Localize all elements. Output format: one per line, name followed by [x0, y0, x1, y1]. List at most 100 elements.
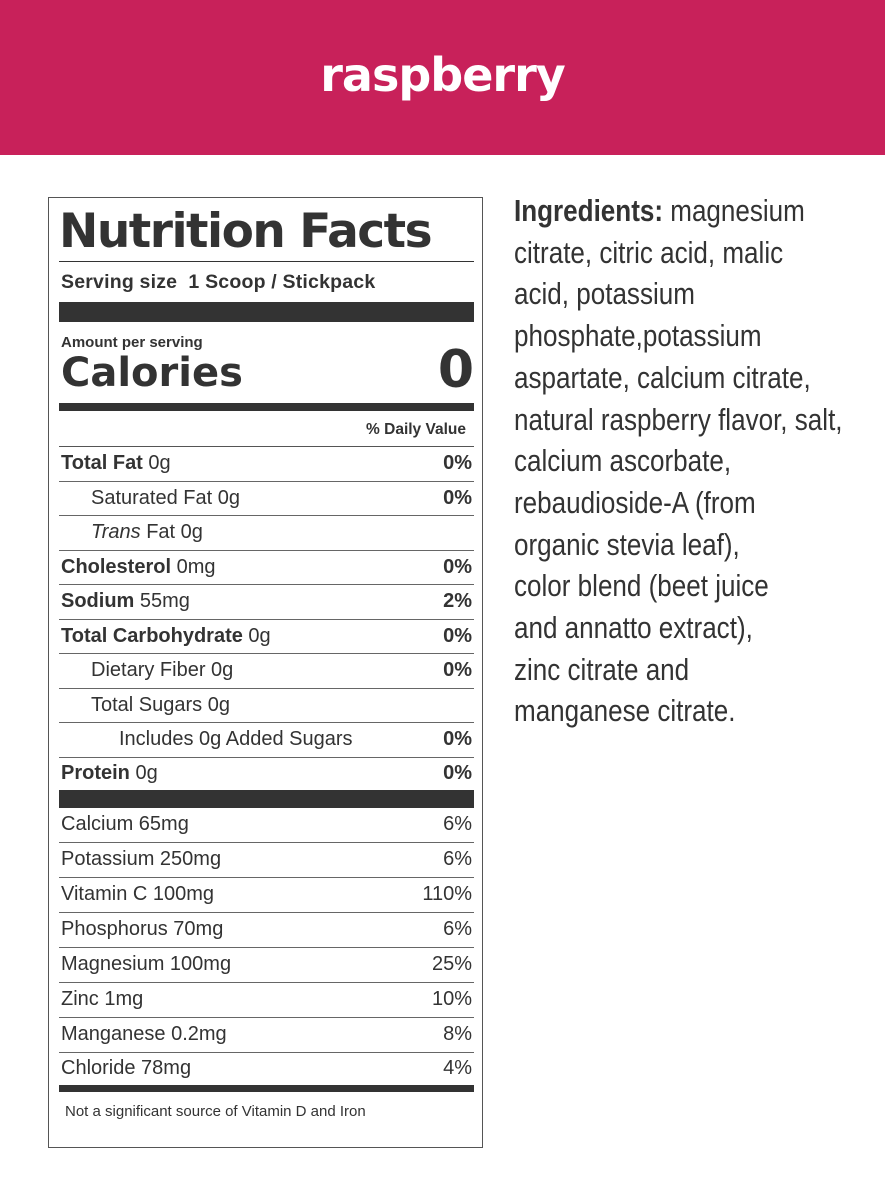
nutrient-label: Total Fat 0g — [61, 452, 171, 475]
nutrient-label: Includes 0g Added Sugars — [61, 728, 353, 751]
nutrient-row: Total Sugars 0g — [59, 689, 474, 723]
ingredients-line: calcium ascorbate, — [514, 440, 867, 482]
nutrient-row: Sodium 55mg 2% — [59, 585, 474, 620]
ingredients-line: zinc citrate and — [514, 649, 867, 691]
mineral-name: Magnesium 100mg — [61, 953, 232, 975]
mineral-name: Calcium 65mg — [61, 813, 189, 835]
nutrient-name: Total Carbohydrate — [61, 624, 243, 647]
nutrient-label: Trans Fat 0g — [61, 521, 203, 544]
mineral-daily-value: 6% — [443, 813, 472, 835]
nutrient-amount: 55mg — [134, 590, 190, 613]
nutrient-row: Saturated Fat 0g 0% — [59, 482, 474, 516]
ingredients-line: organic stevia leaf), — [514, 524, 867, 566]
nutrient-daily-value: 0% — [443, 728, 472, 751]
label-title: Nutrition Facts — [59, 198, 474, 262]
divider-small — [59, 1084, 474, 1092]
ingredients-text: and annatto extract), — [514, 610, 753, 646]
flavor-title: raspberry — [320, 47, 566, 102]
nutrient-row: Total Carbohydrate 0g 0% — [59, 620, 474, 654]
mineral-list: Calcium 65mg 6% Potassium 250mg 6% Vitamin C… — [59, 808, 474, 1085]
nutrient-daily-value: 0% — [443, 762, 472, 784]
ingredients-line: citrate, citric acid, malic — [514, 232, 867, 274]
mineral-row: Potassium 250mg 6% — [59, 843, 474, 878]
nutrient-label: Sodium 55mg — [61, 590, 190, 613]
ingredients-line: color blend (beet juice — [514, 565, 867, 607]
mineral-name: Manganese 0.2mg — [61, 1023, 227, 1045]
daily-value-header: % Daily Value — [59, 411, 474, 447]
nutrient-name: Sodium — [61, 590, 135, 613]
mineral-row: Calcium 65mg 6% — [59, 808, 474, 843]
nutrient-row: Protein 0g 0% — [59, 758, 474, 790]
nutrient-daily-value: 0% — [443, 452, 472, 475]
ingredients-text: calcium ascorbate, — [514, 443, 732, 479]
mineral-daily-value: 110% — [422, 883, 472, 905]
nutrient-daily-value: 0% — [443, 659, 472, 682]
divider-medium — [59, 403, 474, 411]
nutrient-label: Total Carbohydrate 0g — [61, 625, 271, 648]
ingredients-text: zinc citrate and — [514, 651, 690, 687]
nutrient-row: Trans Fat 0g — [59, 516, 474, 551]
nutrient-daily-value: 0% — [443, 486, 472, 509]
nutrient-daily-value: 0% — [443, 624, 472, 647]
ingredients-text: manganese citrate. — [514, 693, 736, 729]
flavor-banner: raspberry — [0, 0, 885, 155]
mineral-daily-value: 6% — [443, 848, 472, 870]
mineral-name: Zinc 1mg — [61, 988, 144, 1010]
nutrient-name: Protein — [61, 762, 130, 784]
mineral-name: Potassium 250mg — [61, 848, 222, 870]
divider-thick — [59, 302, 474, 322]
ingredients-label: Ingredients: — [514, 193, 664, 228]
ingredients-line: acid, potassium — [514, 273, 867, 315]
nutrient-amount: Saturated Fat 0g — [91, 486, 240, 509]
ingredients-text: aspartate, calcium citrate, — [514, 359, 811, 395]
calories-value: 0 — [437, 340, 474, 400]
ingredients-text: organic stevia leaf), — [514, 526, 740, 562]
ingredients-line: rebaudioside-A (from — [514, 482, 867, 524]
ingredients-text: acid, potassium — [514, 276, 695, 312]
nutrient-amount: Total Sugars 0g — [91, 693, 230, 716]
calories-row: Calories 0 — [59, 344, 474, 396]
nutrient-list: Total Fat 0g 0% Saturated Fat 0g 0% Trans Fa… — [59, 447, 474, 790]
mineral-daily-value: 8% — [443, 1023, 472, 1045]
nutrient-name: Cholesterol — [61, 555, 172, 578]
nutrient-amount: Dietary Fiber 0g — [91, 659, 234, 682]
ingredients-text: rebaudioside-A (from — [514, 484, 756, 520]
nutrient-daily-value: 2% — [443, 590, 472, 613]
nutrient-label: Protein 0g — [61, 762, 158, 785]
ingredients-line: Ingredients: magnesium — [514, 190, 867, 232]
mineral-daily-value: 10% — [431, 988, 472, 1010]
ingredients-line: aspartate, calcium citrate, — [514, 357, 867, 399]
ingredients: Ingredients: magnesium citrate, citric ac… — [514, 190, 867, 732]
mineral-row: Vitamin C 100mg 110% — [59, 878, 474, 913]
nutrient-row: Dietary Fiber 0g 0% — [59, 654, 474, 689]
mineral-name: Vitamin C 100mg — [61, 883, 215, 905]
nutrient-label: Dietary Fiber 0g — [61, 659, 233, 682]
mineral-row: Magnesium 100mg 25% — [59, 948, 474, 983]
mineral-name: Phosphorus 70mg — [61, 918, 224, 940]
calories-label: Calories — [61, 350, 243, 396]
mineral-daily-value: 4% — [443, 1057, 472, 1079]
ingredients-text: natural raspberry flavor, salt, — [514, 401, 843, 437]
nutrient-amount-rest: Fat 0g — [140, 521, 203, 544]
ingredients-line: manganese citrate. — [514, 690, 867, 732]
nutrient-amount: 0g — [242, 624, 271, 647]
nutrition-facts-label: Nutrition Facts Serving size 1 Scoop / S… — [48, 197, 483, 1148]
nutrient-amount: Includes 0g Added Sugars — [119, 728, 353, 751]
ingredients-line: and annatto extract), — [514, 607, 867, 649]
ingredients-text: citrate, citric acid, malic — [514, 234, 784, 270]
mineral-daily-value: 25% — [431, 953, 472, 975]
mineral-row: Zinc 1mg 10% — [59, 983, 474, 1018]
ingredients-line: natural raspberry flavor, salt, — [514, 399, 867, 441]
nutrient-row: Cholesterol 0mg 0% — [59, 551, 474, 585]
footnote: Not a significant source of Vitamin D an… — [65, 1102, 366, 1120]
serving-size: Serving size 1 Scoop / Stickpack — [61, 271, 376, 293]
divider-thick — [59, 789, 474, 808]
ingredients-line: phosphate,potassium — [514, 315, 867, 357]
nutrient-amount: Trans — [91, 521, 141, 544]
nutrient-label: Total Sugars 0g — [61, 694, 230, 717]
ingredients-text: magnesium — [663, 193, 805, 228]
nutrient-amount: 0mg — [171, 555, 216, 578]
mineral-name: Chloride 78mg — [61, 1057, 192, 1079]
nutrient-amount: 0g — [142, 452, 171, 475]
ingredients-text: phosphate,potassium — [514, 318, 762, 354]
